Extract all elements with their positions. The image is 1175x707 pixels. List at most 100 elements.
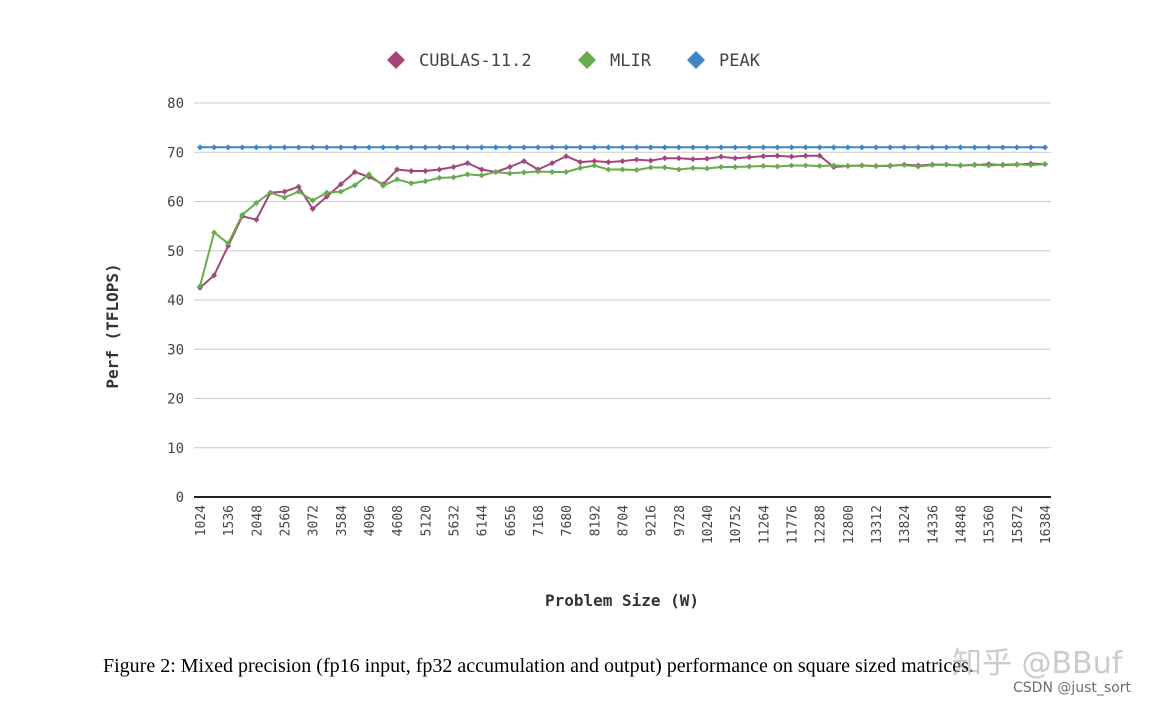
point-peak-4608 [394, 144, 401, 151]
point-peak-2048 [253, 144, 260, 151]
point-mlir-16128 [1027, 162, 1034, 169]
point-mlir-1792 [239, 211, 246, 218]
point-peak-8448 [605, 144, 612, 151]
point-mlir-10752 [732, 164, 739, 171]
x-tick-4096: 4096 [363, 505, 378, 536]
x-tick-15872: 15872 [1011, 505, 1026, 544]
point-cublas-11-2-12288 [816, 152, 823, 159]
point-peak-11520 [774, 144, 781, 151]
point-mlir-9728 [675, 166, 682, 173]
point-mlir-7680 [563, 168, 570, 175]
point-cublas-11-2-7680 [563, 153, 570, 160]
point-cublas-11-2-4864 [408, 167, 415, 174]
point-peak-13312 [873, 144, 879, 151]
point-mlir-11008 [746, 163, 753, 170]
point-peak-15104 [971, 144, 978, 151]
chart-legend: CUBLAS-11.2 MLIR PEAK [387, 51, 761, 71]
point-mlir-14336 [929, 162, 936, 169]
x-tick-2560: 2560 [279, 505, 294, 536]
series-line-cublas-11-2 [199, 154, 1046, 289]
point-peak-1792 [239, 144, 246, 151]
y-tick-30: 30 [167, 342, 184, 358]
point-cublas-11-2-6656 [506, 164, 513, 171]
point-mlir-12800 [844, 163, 851, 170]
point-mlir-14080 [915, 163, 922, 170]
point-mlir-13056 [858, 162, 865, 169]
point-peak-16384 [1042, 144, 1048, 151]
point-peak-11776 [788, 144, 795, 151]
point-cublas-11-2-5888 [464, 160, 471, 167]
point-peak-8960 [633, 144, 640, 151]
point-peak-7168 [535, 144, 541, 151]
point-cublas-11-2-7424 [549, 160, 556, 167]
point-cublas-11-2-9472 [661, 155, 668, 162]
point-mlir-6912 [520, 169, 527, 176]
point-peak-16128 [1027, 144, 1034, 151]
legend-label-mlir: MLIR [610, 51, 652, 71]
point-cublas-11-2-8960 [633, 156, 640, 163]
point-peak-13056 [858, 144, 865, 151]
point-mlir-5120 [422, 178, 429, 185]
point-cublas-11-2-5376 [436, 166, 443, 173]
point-mlir-11776 [788, 162, 795, 169]
point-mlir-5376 [436, 174, 443, 181]
point-peak-5120 [422, 144, 429, 151]
point-mlir-12032 [802, 162, 809, 169]
series-mlir [197, 161, 1048, 290]
x-tick-14336: 14336 [926, 505, 941, 544]
point-mlir-15872 [1013, 161, 1020, 168]
point-peak-14848 [957, 144, 964, 151]
point-peak-4096 [366, 144, 372, 151]
x-tick-16384: 16384 [1039, 505, 1054, 544]
point-peak-10496 [718, 144, 725, 151]
y-tick-0: 0 [176, 490, 184, 506]
point-peak-9728 [675, 144, 682, 151]
point-cublas-11-2-2048 [253, 216, 260, 223]
point-peak-10240 [704, 144, 710, 151]
x-tick-5632: 5632 [448, 505, 463, 536]
point-mlir-6144 [478, 172, 485, 179]
point-peak-6656 [506, 144, 513, 151]
point-mlir-12544 [830, 162, 837, 169]
point-peak-12800 [844, 144, 851, 151]
point-peak-15616 [999, 144, 1006, 151]
point-mlir-15104 [971, 161, 978, 168]
series-line-mlir [199, 163, 1046, 287]
point-cublas-11-2-3072 [309, 205, 316, 212]
point-mlir-11520 [774, 163, 781, 170]
point-cublas-11-2-8192 [591, 158, 598, 165]
point-mlir-13312 [873, 163, 879, 170]
point-mlir-1280 [211, 229, 218, 236]
point-cublas-11-2-6144 [478, 166, 485, 173]
point-cublas-11-2-10240 [704, 155, 710, 162]
chart-grid [194, 102, 1051, 449]
x-tick-13824: 13824 [898, 505, 913, 544]
point-cublas-11-2-3328 [323, 193, 330, 200]
point-peak-7680 [563, 144, 570, 151]
point-peak-1536 [225, 144, 232, 151]
point-peak-10752 [732, 144, 739, 151]
point-mlir-15616 [999, 161, 1006, 168]
point-mlir-8704 [619, 166, 626, 173]
y-tick-80: 80 [167, 96, 184, 112]
point-mlir-1536 [225, 240, 232, 247]
point-mlir-3072 [309, 197, 316, 204]
legend-label-cublas-11-2: CUBLAS-11.2 [419, 51, 532, 71]
x-tick-10752: 10752 [729, 505, 744, 544]
y-axis-label: Perf (TFLOPS) [103, 263, 122, 388]
point-peak-3584 [337, 144, 344, 151]
point-cublas-11-2-9984 [689, 156, 696, 163]
point-mlir-7424 [549, 168, 556, 175]
x-tick-11776: 11776 [786, 505, 801, 544]
point-peak-15872 [1013, 144, 1020, 151]
x-tick-3584: 3584 [335, 505, 350, 536]
point-peak-2560 [281, 144, 288, 151]
point-peak-2816 [295, 144, 302, 151]
y-tick-20: 20 [167, 392, 184, 408]
point-peak-9984 [689, 144, 696, 151]
point-mlir-6400 [492, 168, 499, 175]
x-tick-6144: 6144 [476, 505, 491, 536]
point-mlir-4352 [380, 182, 387, 189]
point-cublas-11-2-4608 [394, 166, 401, 173]
point-peak-6144 [478, 144, 485, 151]
